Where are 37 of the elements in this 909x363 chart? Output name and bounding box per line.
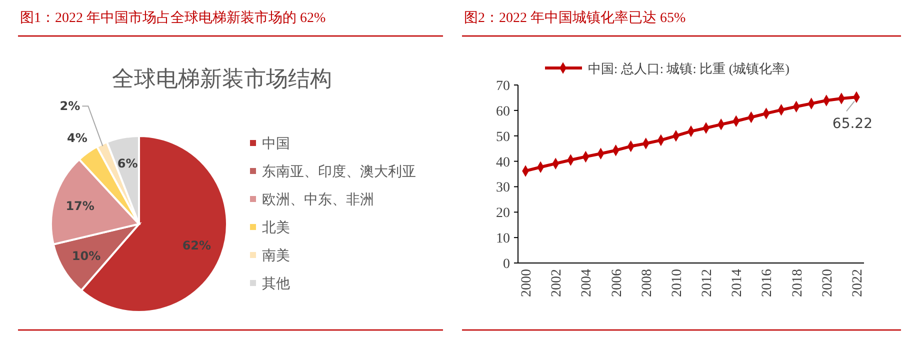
chart-title: 图1：2022 年中国市场占全球电梯新装市场的 62%: [20, 10, 326, 26]
y-tick-label: 40: [496, 155, 510, 170]
data-label: 2%: [60, 99, 80, 114]
legend-label: 中国: 总人口: 城镇: 比重 (城镇化率): [588, 61, 790, 76]
x-tick-label: 2018: [790, 269, 806, 297]
x-tick-label: 2004: [580, 269, 595, 297]
y-tick-label: 0: [503, 257, 510, 272]
x-tick-label: 2000: [520, 269, 535, 297]
y-tick-label: 50: [496, 130, 510, 145]
legend-label: 北美: [262, 220, 290, 236]
data-label: 6%: [117, 156, 138, 170]
x-tick-label: 2008: [640, 269, 655, 297]
y-tick-label: 60: [496, 104, 510, 120]
y-tick-label: 20: [496, 206, 510, 222]
x-tick-label: 2016: [760, 269, 776, 297]
data-label: 17%: [66, 199, 94, 214]
legend-label: 欧洲、中东、非洲: [262, 192, 374, 208]
x-tick-label: 2006: [610, 269, 625, 297]
x-tick-label: 2002: [550, 269, 565, 297]
chart-subtitle: 全球电梯新装市场结构: [112, 67, 332, 92]
y-tick-label: 30: [496, 180, 510, 196]
legend-label: 东南亚、印度、澳大利亚: [262, 164, 416, 180]
x-tick-label: 2014: [730, 269, 746, 297]
annotation: 65.22: [832, 116, 873, 132]
chart-title: 图2：2022 年中国城镇化率已达 65%: [464, 10, 686, 26]
legend-label: 南美: [262, 248, 290, 264]
x-tick-label: 2022: [850, 269, 866, 297]
data-label: 10%: [72, 248, 101, 263]
legend-label: 中国: [262, 136, 290, 152]
data-label: 62%: [182, 238, 212, 253]
y-tick-label: 10: [496, 232, 510, 247]
x-tick-label: 2010: [670, 269, 685, 297]
legend-label: 其他: [262, 276, 290, 292]
y-tick-label: 70: [496, 79, 510, 94]
x-tick-label: 2020: [820, 269, 836, 297]
data-label: 4%: [67, 130, 88, 145]
x-tick-label: 2012: [700, 269, 716, 297]
